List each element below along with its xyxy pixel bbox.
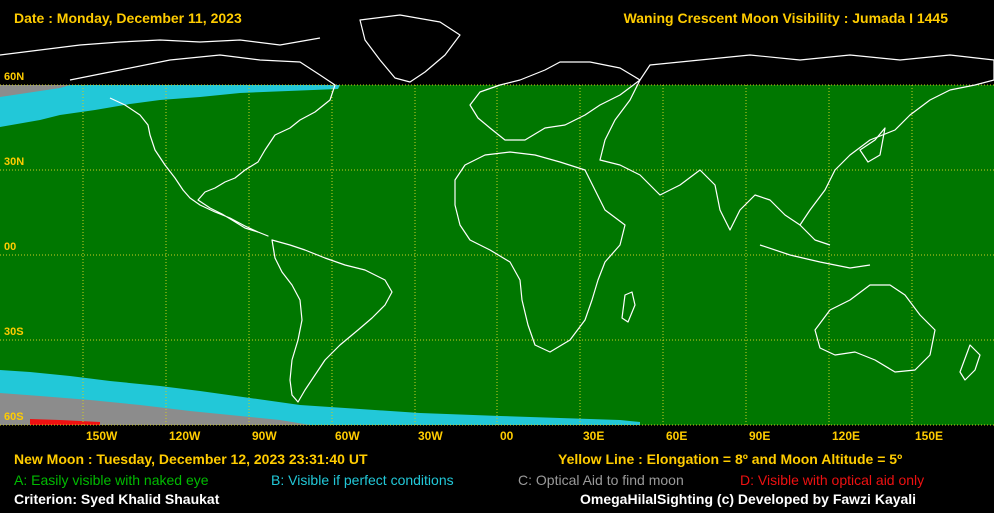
north-america-outline (69, 54, 336, 237)
legend-d: D: Visible with optical aid only (740, 472, 925, 488)
zone-c-north (0, 85, 70, 97)
lon-label-00: 00 (500, 429, 514, 443)
legend-b: B: Visible if perfect conditions (271, 472, 454, 488)
yellow-line-label: Yellow Line : Elongation = 8º and Moon A… (558, 451, 903, 467)
lon-label-150e: 150E (915, 429, 944, 443)
lon-label-60w: 60W (335, 429, 360, 443)
map-title: Waning Crescent Moon Visibility : Jumada… (623, 10, 948, 26)
coastlines (0, 14, 994, 403)
zone-c-south (0, 393, 310, 425)
lon-label-30e: 30E (583, 429, 605, 443)
zone-b-north (0, 85, 340, 127)
zone-d-south (30, 419, 100, 425)
lon-label-90e: 90E (749, 429, 771, 443)
lon-label-120e: 120E (832, 429, 861, 443)
japan-outline (859, 127, 886, 163)
legend-c: C: Optical Aid to find moon (518, 472, 684, 488)
lat-label-00: 00 (4, 241, 17, 253)
lat-lon-grid (0, 84, 994, 426)
lat-label-30s: 30S (4, 326, 24, 338)
legend-a: A: Easily visible with naked eye (14, 472, 209, 488)
australia-outline (814, 284, 936, 373)
south-america-outline (271, 239, 393, 403)
lon-label-60e: 60E (666, 429, 688, 443)
lon-label-90w: 90W (252, 429, 277, 443)
asia-outline (599, 54, 994, 231)
criterion-label: Criterion: Syed Khalid Shaukat (14, 491, 220, 507)
lat-label-30n: 30N (4, 156, 25, 168)
credit-label: OmegaHilalSighting (c) Developed by Fawz… (580, 491, 917, 507)
indonesia-outline (759, 224, 871, 269)
arctic-coast (0, 37, 321, 56)
lon-label-30w: 30W (418, 429, 443, 443)
new-moon-label: New Moon : Tuesday, December 12, 2023 23… (14, 451, 368, 467)
lon-label-150w: 150W (86, 429, 118, 443)
date-label: Date : Monday, December 11, 2023 (14, 10, 242, 26)
lon-label-120w: 120W (169, 429, 201, 443)
greenland-outline (359, 14, 461, 83)
europe-outline (469, 61, 641, 141)
lat-label-60n: 60N (4, 71, 25, 83)
lat-label-60s: 60S (4, 411, 24, 423)
africa-outline (454, 151, 626, 353)
new-zealand-outline (959, 344, 981, 381)
madagascar-outline (621, 291, 636, 323)
